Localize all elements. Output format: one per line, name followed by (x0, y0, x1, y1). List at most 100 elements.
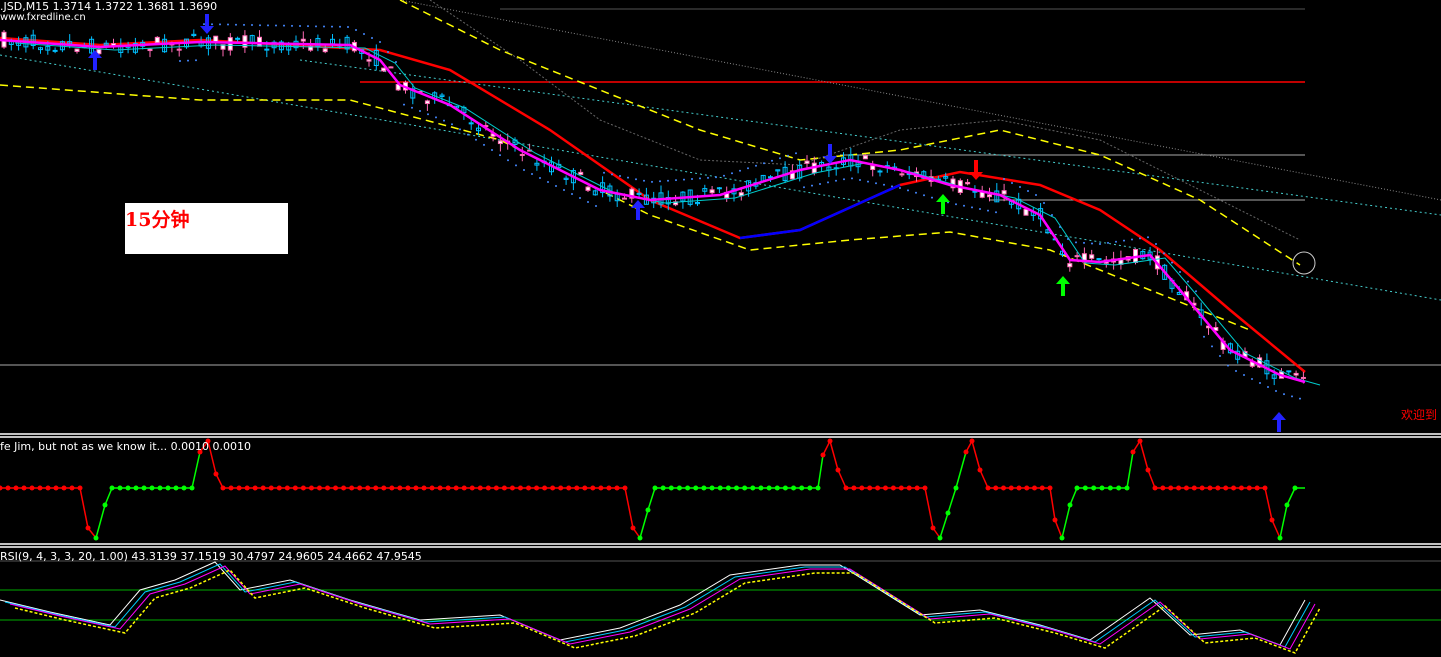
sar-dot (643, 179, 645, 182)
signal-dot (397, 485, 403, 491)
candle-body (592, 190, 598, 196)
sar-dot (491, 149, 493, 151)
signal-dot (389, 485, 395, 491)
candle-body (176, 48, 182, 51)
signal-dot (1277, 535, 1283, 541)
sar-dot (179, 60, 181, 62)
sar-dot (1203, 335, 1205, 338)
signal-dot (835, 467, 841, 473)
rsi-line-1 (4, 563, 1311, 648)
signal-dot (493, 485, 499, 491)
sar-dot (515, 164, 517, 167)
sar-dot (579, 197, 581, 199)
signal-dot (1016, 485, 1022, 491)
sar-dot (555, 185, 557, 187)
rsi-line-0 (0, 561, 1306, 646)
slow-ma-down-segment (739, 183, 901, 240)
signal-dot (1199, 485, 1205, 491)
sar-dot (275, 24, 277, 27)
sar-dot (851, 177, 853, 180)
signal-dot (614, 485, 620, 491)
sar-dot (1171, 261, 1173, 264)
sar-dot (195, 59, 197, 62)
sar-dot (1067, 238, 1069, 240)
signal-segment (1049, 487, 1056, 521)
candle-body (147, 48, 153, 52)
sar-dot (1179, 271, 1181, 273)
candle-body (862, 155, 868, 160)
sar-dot (1163, 252, 1165, 255)
signal-dot (205, 438, 211, 444)
sar-dot (203, 23, 205, 26)
candle-body (870, 165, 876, 171)
sar-dot (683, 178, 685, 181)
candle-body (1293, 372, 1299, 376)
sar-dot (363, 33, 365, 35)
sar-dot (635, 178, 637, 181)
signal-segment (1126, 451, 1134, 489)
arrow-down-icon (969, 160, 983, 180)
candle-body (563, 177, 569, 180)
signal-segment (79, 487, 89, 529)
signal-dot (701, 485, 707, 491)
signal-segment (829, 440, 839, 471)
signal-dot (1238, 485, 1244, 491)
signal-dot (341, 485, 347, 491)
signal-dot (622, 485, 628, 491)
sar-dot (611, 173, 613, 176)
envelope-line (429, 0, 1301, 241)
sar-dot (811, 184, 813, 187)
sar-dot (1147, 236, 1149, 239)
signal-dot (820, 452, 826, 458)
sar-dot (787, 154, 789, 157)
sar-dot (459, 128, 461, 131)
signal-dot (413, 485, 419, 491)
signal-dot (381, 485, 387, 491)
signal-segment (971, 440, 981, 471)
signal-dot (1039, 485, 1045, 491)
signal-segment (647, 487, 656, 511)
signal-segment (837, 469, 847, 489)
sar-dot (1219, 355, 1221, 357)
sar-dot (1251, 378, 1253, 380)
sar-dot (603, 171, 605, 174)
sar-dot (667, 179, 669, 182)
signal-dot (284, 485, 290, 491)
sar-dot (707, 176, 709, 179)
sar-dot (771, 159, 773, 162)
signal-dot (542, 485, 548, 491)
sar-dot (1291, 395, 1293, 398)
sar-dot (595, 205, 597, 207)
signal-dot (373, 485, 379, 491)
signal-dot (637, 535, 643, 541)
candle-body (636, 192, 642, 195)
sar-dot (227, 23, 229, 26)
sar-dot (987, 209, 989, 212)
rsi-line-2 (9, 565, 1316, 650)
signal-dot (668, 485, 674, 491)
candle-body (264, 48, 270, 51)
signal-dot (660, 485, 666, 491)
watermark: www.fxredline.cn (0, 12, 86, 23)
signal-dot (77, 485, 83, 491)
signal-dot (1176, 485, 1182, 491)
signal-dot (630, 525, 636, 531)
signal-segment (104, 487, 113, 506)
signal-dot (437, 485, 443, 491)
sar-dot (627, 176, 629, 179)
sar-dot (723, 174, 725, 177)
signal-dot (566, 485, 572, 491)
signal-dot (685, 485, 691, 491)
candle-body (877, 170, 883, 173)
welcome-text: 欢迎到 (1401, 408, 1438, 422)
signal-dot (1099, 485, 1105, 491)
sar-dot (507, 159, 509, 162)
candle-body (162, 38, 168, 53)
trend-line (399, 0, 1441, 201)
sar-dot (1259, 382, 1261, 384)
sar-dot (963, 204, 965, 207)
signal-dot (365, 485, 371, 491)
sar-dot (651, 180, 653, 183)
